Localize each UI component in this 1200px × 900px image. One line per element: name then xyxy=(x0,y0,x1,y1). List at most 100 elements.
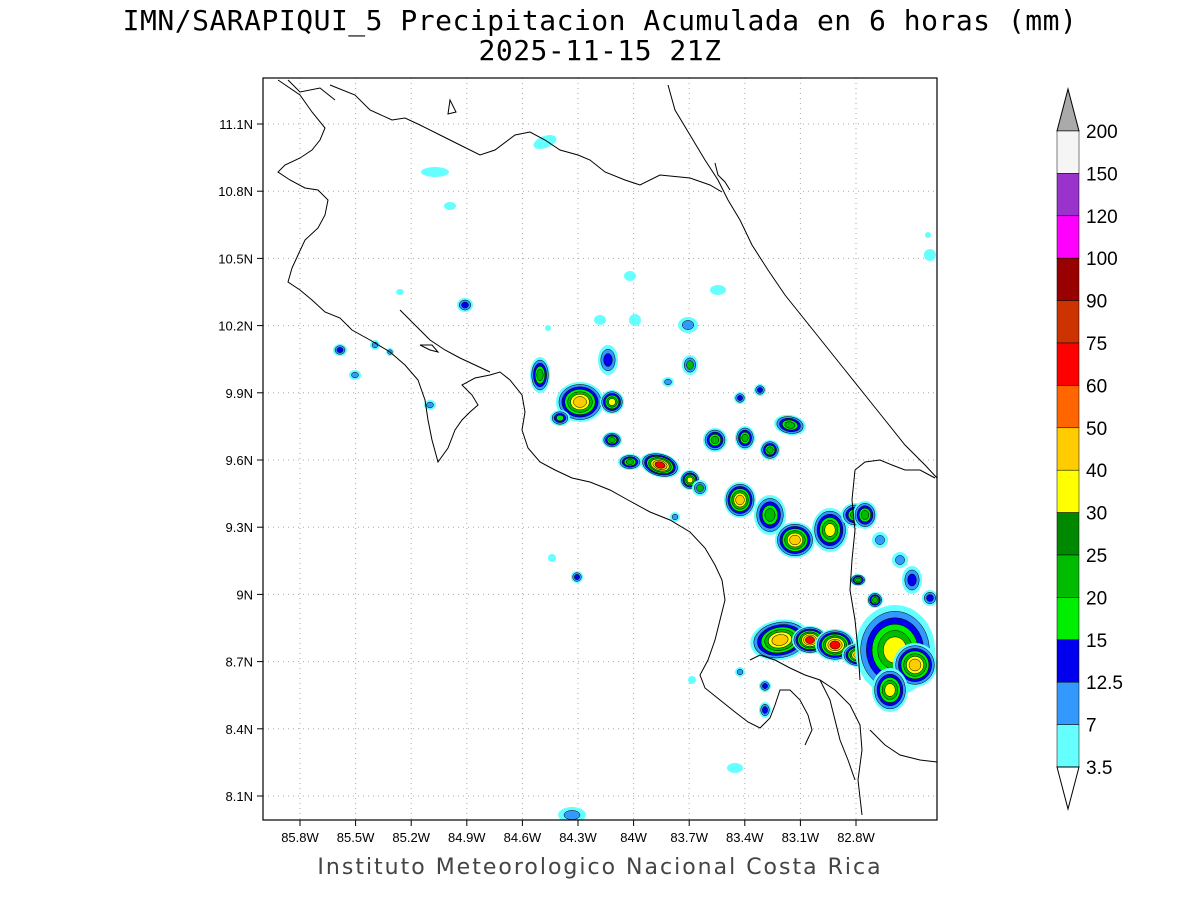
colorbar-label: 120 xyxy=(1086,207,1118,228)
colorbar-segment xyxy=(1056,427,1080,471)
precip-contour xyxy=(396,289,404,295)
lat-tick-label: 10.5N xyxy=(218,251,253,266)
colorbar-label: 20 xyxy=(1086,588,1107,609)
lon-tick-label: 83.7W xyxy=(670,830,708,845)
lat-tick-label: 10.2N xyxy=(218,319,253,334)
precip-contour xyxy=(624,271,636,281)
precip-contour xyxy=(736,668,744,676)
precip-contour xyxy=(688,676,696,684)
precip-contour xyxy=(895,555,905,565)
precipitation-field xyxy=(333,135,937,820)
precip-contour xyxy=(696,484,704,492)
coastline-segment xyxy=(447,98,457,115)
precip-contour xyxy=(545,325,551,331)
precip-contour xyxy=(735,494,745,506)
coastline-segment xyxy=(854,459,936,479)
map-frame-bg xyxy=(263,78,937,820)
colorbar-label: 90 xyxy=(1086,292,1107,313)
precip-contour xyxy=(771,634,789,646)
colorbar-label: 75 xyxy=(1086,334,1107,355)
precip-contour xyxy=(603,353,613,367)
lon-tick-label: 85.8W xyxy=(281,830,319,845)
precip-contour xyxy=(762,706,768,714)
colorbar-segment xyxy=(1056,342,1080,386)
precip-contour xyxy=(351,371,359,379)
longitude-ticks: 85.8W 85.5W 85.2W 84.9W 84.6W 84.3W 84W 83.7W 83… xyxy=(281,820,876,845)
coastline-segment xyxy=(329,84,723,193)
precip-contour xyxy=(824,523,836,537)
colorbar-label: 60 xyxy=(1086,376,1107,397)
coastline-segment xyxy=(277,79,813,746)
precip-contour xyxy=(671,513,679,521)
colorbar-segment xyxy=(1056,639,1080,683)
precip-contour xyxy=(789,534,801,546)
lon-tick-label: 82.8W xyxy=(837,830,875,845)
precip-contour xyxy=(710,435,720,445)
map-title: IMN/SARAPIQUI_5 Precipitacion Acumulada … xyxy=(122,4,1078,37)
precip-contour xyxy=(710,285,726,295)
precip-contour xyxy=(686,476,694,484)
precip-contour xyxy=(872,597,878,603)
precip-contour xyxy=(805,636,815,644)
lat-tick-label: 8.1N xyxy=(226,789,253,804)
coastline-borders xyxy=(277,79,937,816)
lat-tick-label: 9N xyxy=(236,587,253,602)
colorbar-segment xyxy=(1056,512,1080,556)
lat-tick-label: 8.7N xyxy=(226,655,253,670)
coastline-segment xyxy=(869,729,937,763)
colorbar-segment xyxy=(1056,724,1080,768)
precip-contour xyxy=(533,135,557,149)
precip-contour xyxy=(926,594,934,602)
lat-tick-label: 9.9N xyxy=(226,386,253,401)
lon-tick-label: 84.6W xyxy=(504,830,542,845)
precip-contour xyxy=(608,437,616,443)
colorbar: 200 150 120 100 90 75 60 50 40 30 25 20 15 12.5 7 3.5 xyxy=(1056,87,1123,811)
colorbar-label: 12.5 xyxy=(1086,673,1123,694)
colorbar-segment xyxy=(1056,597,1080,641)
lon-tick-label: 85.5W xyxy=(337,830,375,845)
colorbar-segment xyxy=(1056,385,1080,429)
colorbar-label: 40 xyxy=(1086,461,1107,482)
precip-contour xyxy=(654,461,666,469)
colorbar-bottom-arrow xyxy=(1056,766,1080,811)
colorbar-label: 50 xyxy=(1086,419,1107,440)
colorbar-segment xyxy=(1056,681,1080,725)
colorbar-segment xyxy=(1056,173,1080,217)
precip-contour xyxy=(629,314,641,326)
precip-contour xyxy=(682,320,694,330)
lon-tick-label: 83.1W xyxy=(782,830,820,845)
coastline-segment xyxy=(287,79,336,101)
precip-contour xyxy=(860,510,870,520)
colorbar-segment xyxy=(1056,554,1080,598)
lon-tick-label: 83.4W xyxy=(726,830,764,845)
colorbar-label: 25 xyxy=(1086,546,1107,567)
coastline-segment xyxy=(714,162,731,191)
precip-contour xyxy=(924,249,936,261)
precip-contour xyxy=(686,360,694,370)
precip-contour xyxy=(829,640,841,650)
precip-contour xyxy=(908,658,922,672)
precip-contour xyxy=(608,398,616,406)
coastline-segment xyxy=(819,679,856,781)
colorbar-label: 150 xyxy=(1086,164,1118,185)
latitude-ticks: 11.1N 10.8N 10.5N 10.2N 9.9N 9.6N 9.3N 9N 8.7N 8.… xyxy=(218,117,263,804)
precip-contour xyxy=(461,301,469,309)
colorbar-segment xyxy=(1056,257,1080,301)
precip-contour xyxy=(784,421,796,429)
precip-contour xyxy=(741,433,749,443)
precip-contour xyxy=(884,683,896,697)
colorbar-segment xyxy=(1056,300,1080,344)
lon-tick-label: 84W xyxy=(620,830,647,845)
precip-contour xyxy=(594,315,606,325)
coastline-segment xyxy=(419,344,440,353)
lat-tick-label: 11.1N xyxy=(219,117,253,132)
precip-contour xyxy=(762,683,768,689)
lat-tick-label: 9.6N xyxy=(226,453,253,468)
coastline-segment xyxy=(749,654,863,816)
precip-contour xyxy=(757,387,763,393)
precip-contour xyxy=(727,763,743,773)
precip-contour xyxy=(444,202,456,210)
precip-contour xyxy=(574,574,580,580)
colorbar-label: 3.5 xyxy=(1086,758,1112,779)
